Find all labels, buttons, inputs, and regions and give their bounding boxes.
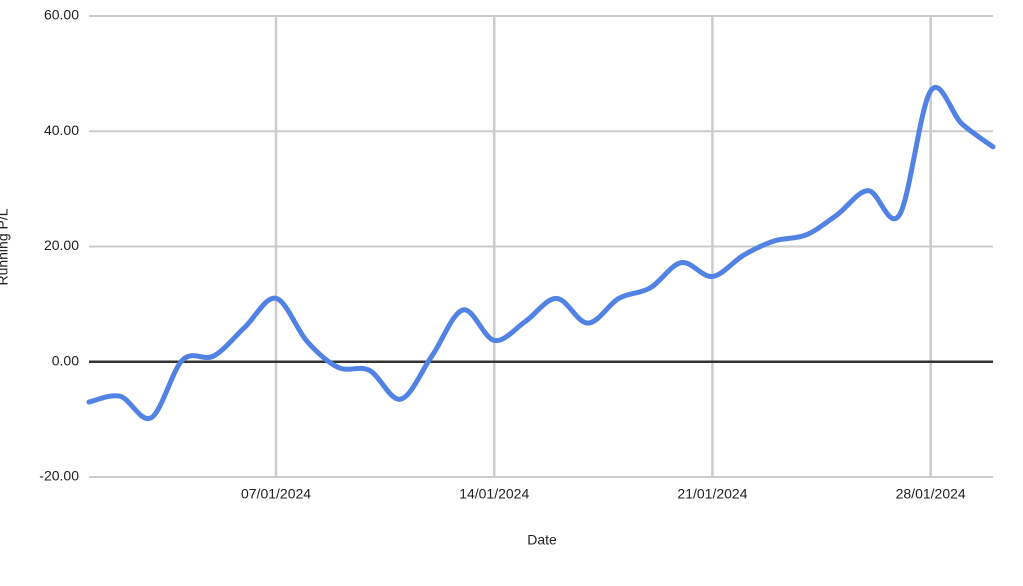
line-series (86, 85, 996, 422)
y-tick-label: 60.00 (44, 7, 79, 23)
y-tick-label: 20.00 (44, 237, 79, 253)
x-tick-label: 21/01/2024 (677, 486, 747, 502)
x-tick-label: 14/01/2024 (459, 486, 529, 502)
y-axis-title: Running P/L (0, 208, 11, 285)
y-tick-label: -20.00 (39, 468, 79, 484)
y-tick-label: 40.00 (44, 122, 79, 138)
x-tick-label: 28/01/2024 (896, 486, 966, 502)
y-tick-label: 0.00 (52, 352, 79, 368)
x-tick-label: 07/01/2024 (241, 486, 311, 502)
x-axis-title: Date (527, 532, 557, 548)
